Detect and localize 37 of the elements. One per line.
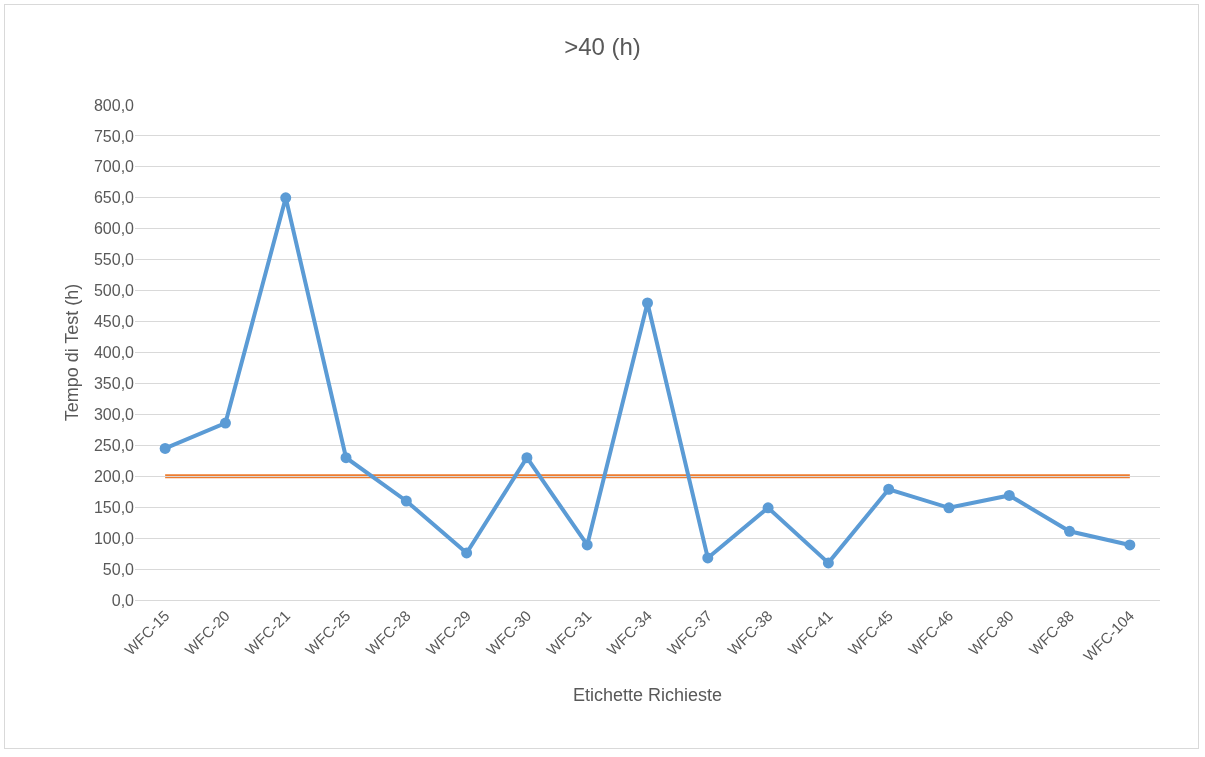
y-axis-title: Tempo di Test (h) (62, 283, 83, 422)
point (762, 502, 774, 514)
y-tick-label: 50,0 (102, 560, 135, 578)
y-tick-label: 750,0 (93, 127, 135, 145)
y-tick-label: 600,0 (93, 220, 135, 238)
y-tick-label: 250,0 (93, 436, 135, 454)
y-tick-label: 500,0 (93, 282, 135, 300)
point (1064, 525, 1076, 537)
y-tick-label: 0,0 (111, 591, 135, 609)
point (943, 502, 955, 514)
y-tick-label: 650,0 (93, 189, 135, 207)
point (883, 483, 895, 495)
point (400, 495, 412, 507)
y-tick-label: 700,0 (93, 158, 135, 176)
point (280, 192, 292, 204)
point (340, 452, 352, 464)
y-tick-label: 450,0 (93, 313, 135, 331)
y-tick-label: 800,0 (93, 96, 135, 114)
point (521, 452, 533, 464)
point (822, 557, 834, 569)
y-tick-label: 300,0 (93, 405, 135, 423)
point (159, 442, 171, 454)
point (642, 297, 653, 309)
point (581, 539, 593, 551)
y-tick-label: 550,0 (93, 251, 135, 269)
point (1003, 489, 1015, 501)
y-tick-label: 350,0 (93, 375, 135, 393)
y-tick-label: 400,0 (93, 344, 135, 362)
y-tick-label: 100,0 (93, 529, 135, 547)
point (702, 552, 714, 564)
y-tick-label: 200,0 (93, 467, 135, 485)
point (461, 547, 473, 559)
y-tick-label: 150,0 (93, 498, 135, 516)
x-axis-title: Etichette Richieste (572, 685, 723, 706)
point (219, 417, 231, 429)
chart-title: >40 (h) (564, 33, 641, 61)
point (1124, 539, 1136, 551)
